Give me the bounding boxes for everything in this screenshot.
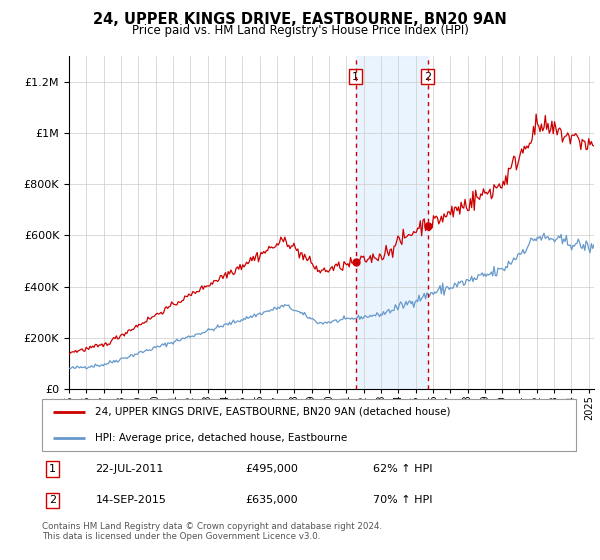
Text: £635,000: £635,000 xyxy=(245,496,298,506)
FancyBboxPatch shape xyxy=(42,399,576,451)
Bar xyxy=(356,56,428,389)
Text: 24, UPPER KINGS DRIVE, EASTBOURNE, BN20 9AN: 24, UPPER KINGS DRIVE, EASTBOURNE, BN20 … xyxy=(93,12,507,27)
Text: 1: 1 xyxy=(352,72,359,82)
Text: 24, UPPER KINGS DRIVE, EASTBOURNE, BN20 9AN (detached house): 24, UPPER KINGS DRIVE, EASTBOURNE, BN20 … xyxy=(95,407,451,417)
Text: Price paid vs. HM Land Registry's House Price Index (HPI): Price paid vs. HM Land Registry's House … xyxy=(131,24,469,36)
Text: 62% ↑ HPI: 62% ↑ HPI xyxy=(373,464,433,474)
Text: 70% ↑ HPI: 70% ↑ HPI xyxy=(373,496,433,506)
Text: 14-SEP-2015: 14-SEP-2015 xyxy=(95,496,166,506)
Text: 2: 2 xyxy=(49,496,56,506)
Text: HPI: Average price, detached house, Eastbourne: HPI: Average price, detached house, East… xyxy=(95,433,347,443)
Text: 22-JUL-2011: 22-JUL-2011 xyxy=(95,464,164,474)
Text: 1: 1 xyxy=(49,464,56,474)
Text: £495,000: £495,000 xyxy=(245,464,298,474)
Text: 2: 2 xyxy=(424,72,431,82)
Text: Contains HM Land Registry data © Crown copyright and database right 2024.
This d: Contains HM Land Registry data © Crown c… xyxy=(42,522,382,542)
